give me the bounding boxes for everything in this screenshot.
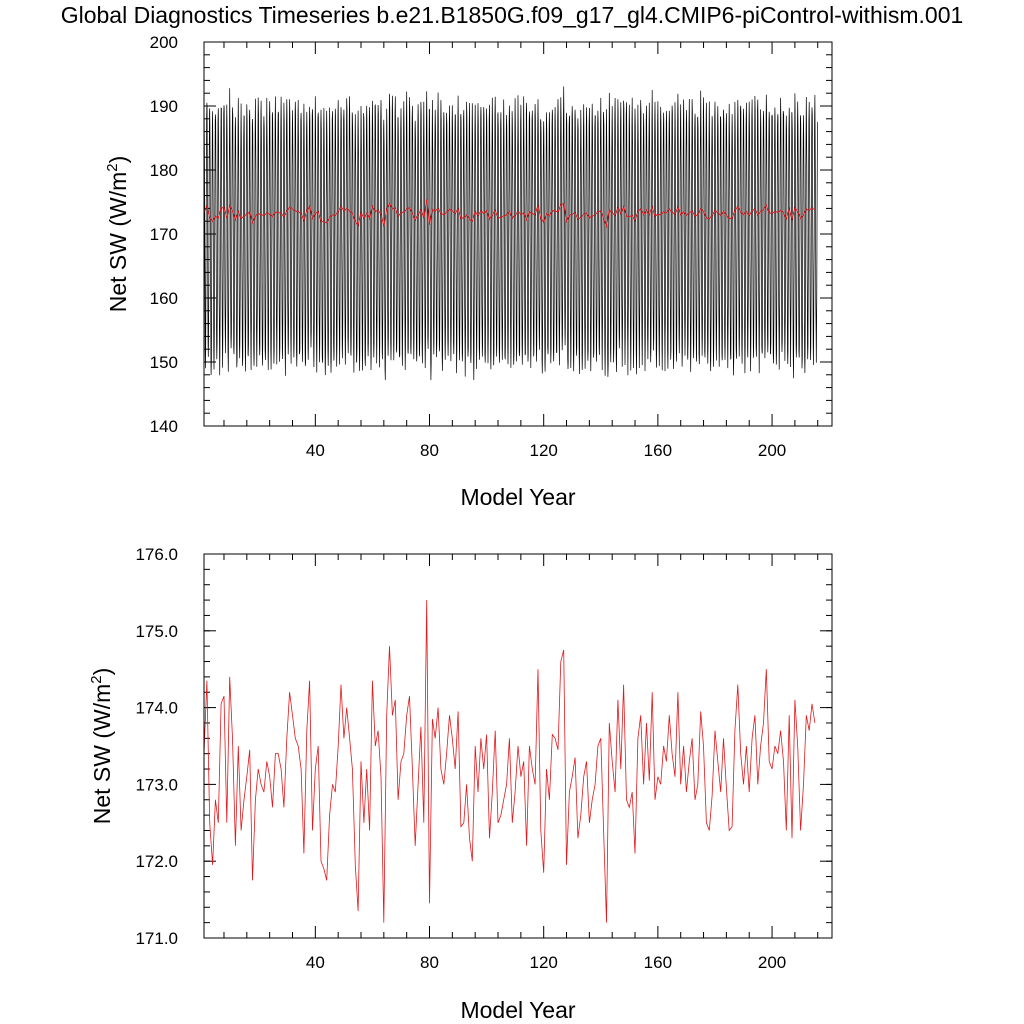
y-tick-label: 150 [150,353,178,372]
y-tick-label: 200 [150,33,178,52]
x-tick-label: 160 [644,953,672,972]
x-axis-title: Model Year [460,484,575,510]
y-tick-label: 190 [150,97,178,116]
x-tick-label: 160 [644,441,672,460]
x-tick-label: 40 [306,441,325,460]
y-tick-label: 173.0 [135,775,178,794]
plot-frame [203,41,833,427]
x-tick-label: 120 [530,441,558,460]
x-tick-label: 200 [758,953,786,972]
x-tick-label: 200 [758,441,786,460]
y-axis-title: Net SW (W/m2) [88,668,115,825]
x-tick-label: 40 [306,953,325,972]
y-tick-label: 171.0 [135,929,178,948]
chart-title: Global Diagnostics Timeseries b.e21.B185… [60,2,964,28]
y-tick-label: 174.0 [135,699,178,718]
annual-series-line [203,600,816,923]
y-tick-label: 140 [150,417,178,436]
y-tick-label: 175.0 [135,622,178,641]
y-tick-label: 176.0 [135,545,178,564]
y-tick-label: 172.0 [135,852,178,871]
x-tick-label: 80 [420,441,439,460]
x-axis-title: Model Year [460,997,575,1023]
y-tick-label: 160 [150,289,178,308]
y-axis-title: Net SW (W/m2) [104,156,131,313]
y-tick-label: 180 [150,161,178,180]
y-tick-label: 170 [150,225,178,244]
x-tick-label: 120 [530,953,558,972]
monthly-series-line [203,86,818,381]
plot-frame [203,553,833,939]
x-tick-label: 80 [420,953,439,972]
annual-mean-line [203,199,816,229]
